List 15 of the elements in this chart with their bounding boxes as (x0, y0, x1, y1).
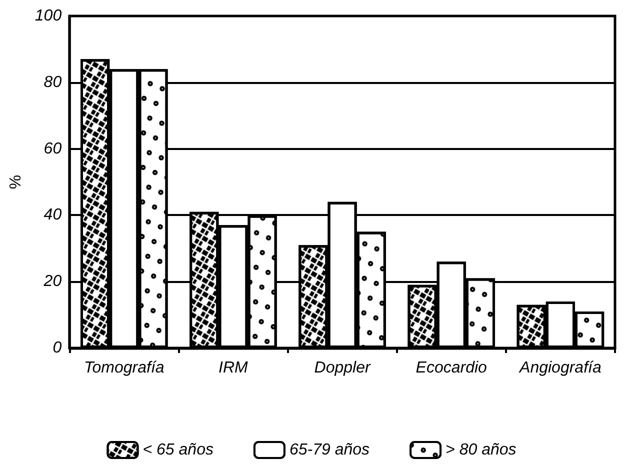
y-tick-label: 100 (34, 8, 62, 24)
y-tick-label: 80 (44, 74, 62, 91)
legend-label: 65-79 años (289, 442, 370, 458)
x-tick-label: Doppler (314, 360, 371, 376)
legend-label: < 65 años (142, 442, 214, 458)
y-tick-label: 60 (44, 140, 62, 158)
x-tick-label: Ecocardio (416, 360, 488, 376)
y-tick-label: 20 (42, 273, 62, 290)
x-tick-label: IRM (218, 360, 249, 376)
y-axis-title: % (8, 174, 24, 190)
x-tick-label: Angiografía (518, 360, 602, 376)
y-tick-label: 0 (52, 340, 62, 356)
legend-label: > 80 años (446, 442, 516, 458)
x-tick-label: Tomografía (84, 360, 164, 376)
y-tick-label: 40 (44, 206, 62, 224)
